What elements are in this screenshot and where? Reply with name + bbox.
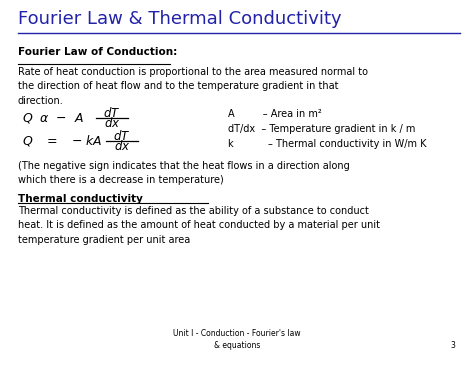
Text: $Q$  $\alpha$  $-$  $A$: $Q$ $\alpha$ $-$ $A$ <box>22 111 84 125</box>
Text: 3: 3 <box>450 341 455 350</box>
Text: dT/dx  – Temperature gradient in k / m: dT/dx – Temperature gradient in k / m <box>228 124 415 134</box>
Text: (The negative sign indicates that the heat flows in a direction along
which ther: (The negative sign indicates that the he… <box>18 161 350 186</box>
Text: Thermal conductivity: Thermal conductivity <box>18 194 143 204</box>
Text: Fourier Law of Conduction:: Fourier Law of Conduction: <box>18 47 177 57</box>
Text: Unit I - Conduction - Fourier's law
& equations: Unit I - Conduction - Fourier's law & eq… <box>173 329 301 350</box>
Text: $dx$: $dx$ <box>114 139 130 153</box>
Text: A         – Area in m²: A – Area in m² <box>228 109 322 119</box>
Text: $dT$: $dT$ <box>103 106 121 120</box>
Text: k           – Thermal conductivity in W/m K: k – Thermal conductivity in W/m K <box>228 139 427 149</box>
Text: Rate of heat conduction is proportional to the area measured normal to
the direc: Rate of heat conduction is proportional … <box>18 67 368 106</box>
Text: $dx$: $dx$ <box>104 116 120 130</box>
Text: Fourier Law & Thermal Conductivity: Fourier Law & Thermal Conductivity <box>18 10 342 28</box>
Text: $Q$   $=$   $-$ $kA$: $Q$ $=$ $-$ $kA$ <box>22 134 102 149</box>
Text: Thermal conductivity is defined as the ability of a substance to conduct
heat. I: Thermal conductivity is defined as the a… <box>18 206 380 245</box>
Text: $dT$: $dT$ <box>113 129 131 143</box>
